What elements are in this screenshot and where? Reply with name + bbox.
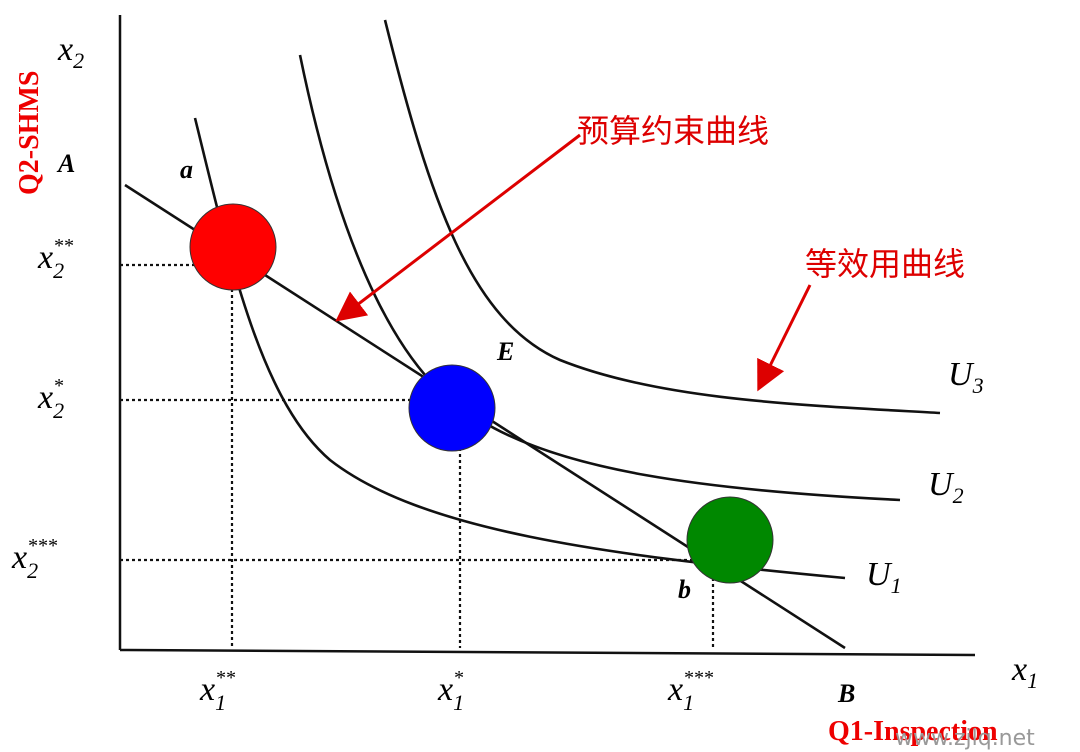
label-sup: ** [215, 667, 235, 689]
label-base: x [11, 539, 27, 576]
x-title: Q1-Inspection [828, 716, 998, 747]
label-sub: 1 [891, 573, 902, 598]
label-sub: 2 [53, 258, 64, 283]
point-marker [408, 364, 496, 452]
label-base: x [199, 671, 215, 708]
arrow [757, 284, 812, 392]
label-base: U [866, 556, 893, 593]
watermark: www.zjlq.net [895, 726, 1035, 751]
x-tick-label: x* 1 [437, 667, 464, 715]
label-sub: 3 [972, 373, 984, 398]
label-sub: 1 [683, 690, 694, 715]
label-base: x [667, 671, 683, 708]
label-sup: ** [53, 235, 73, 257]
label-base: U [948, 356, 975, 393]
x-axis [119, 648, 976, 657]
label-sub: 2 [27, 558, 38, 583]
x-tick-label: x*** 1 [667, 667, 713, 715]
label-sub: 1 [453, 690, 464, 715]
y-tick-label: x* 2 [37, 375, 64, 423]
y-tick-label: x*** 2 [11, 535, 57, 583]
label-sup: * [53, 375, 63, 397]
point-label: E [496, 337, 514, 366]
curve-label: U3 [948, 356, 984, 398]
x-label: x1 [1011, 651, 1038, 693]
y-tick-label: x** 2 [37, 235, 73, 283]
label-base: x [37, 379, 53, 416]
label-base: x [437, 671, 453, 708]
point-label: a [180, 155, 193, 184]
label-sub: 1 [215, 690, 226, 715]
curve-label: U1 [866, 556, 902, 598]
label-base: U [928, 466, 955, 503]
y-label: x2 [57, 31, 84, 73]
annotation: 预算约束曲线 [577, 112, 769, 150]
point-marker [686, 496, 774, 584]
annotation: 等效用曲线 [805, 245, 965, 283]
y-title: Q2-SHMS [14, 71, 45, 195]
point-label: b [678, 575, 691, 604]
x-tick-label: x** 1 [199, 667, 235, 715]
intercept-label: B [837, 679, 855, 708]
label-sup: *** [27, 535, 57, 557]
arrow [335, 133, 581, 322]
label-sub: 2 [953, 483, 964, 508]
label-base: x [37, 239, 53, 276]
curve-label: U2 [928, 466, 964, 508]
label-sup: *** [683, 667, 713, 689]
point-marker [189, 203, 277, 291]
label-sub: 2 [53, 398, 64, 423]
indifference-curve [383, 19, 941, 415]
intercept-label: A [56, 149, 75, 178]
label-sup: * [453, 667, 463, 689]
